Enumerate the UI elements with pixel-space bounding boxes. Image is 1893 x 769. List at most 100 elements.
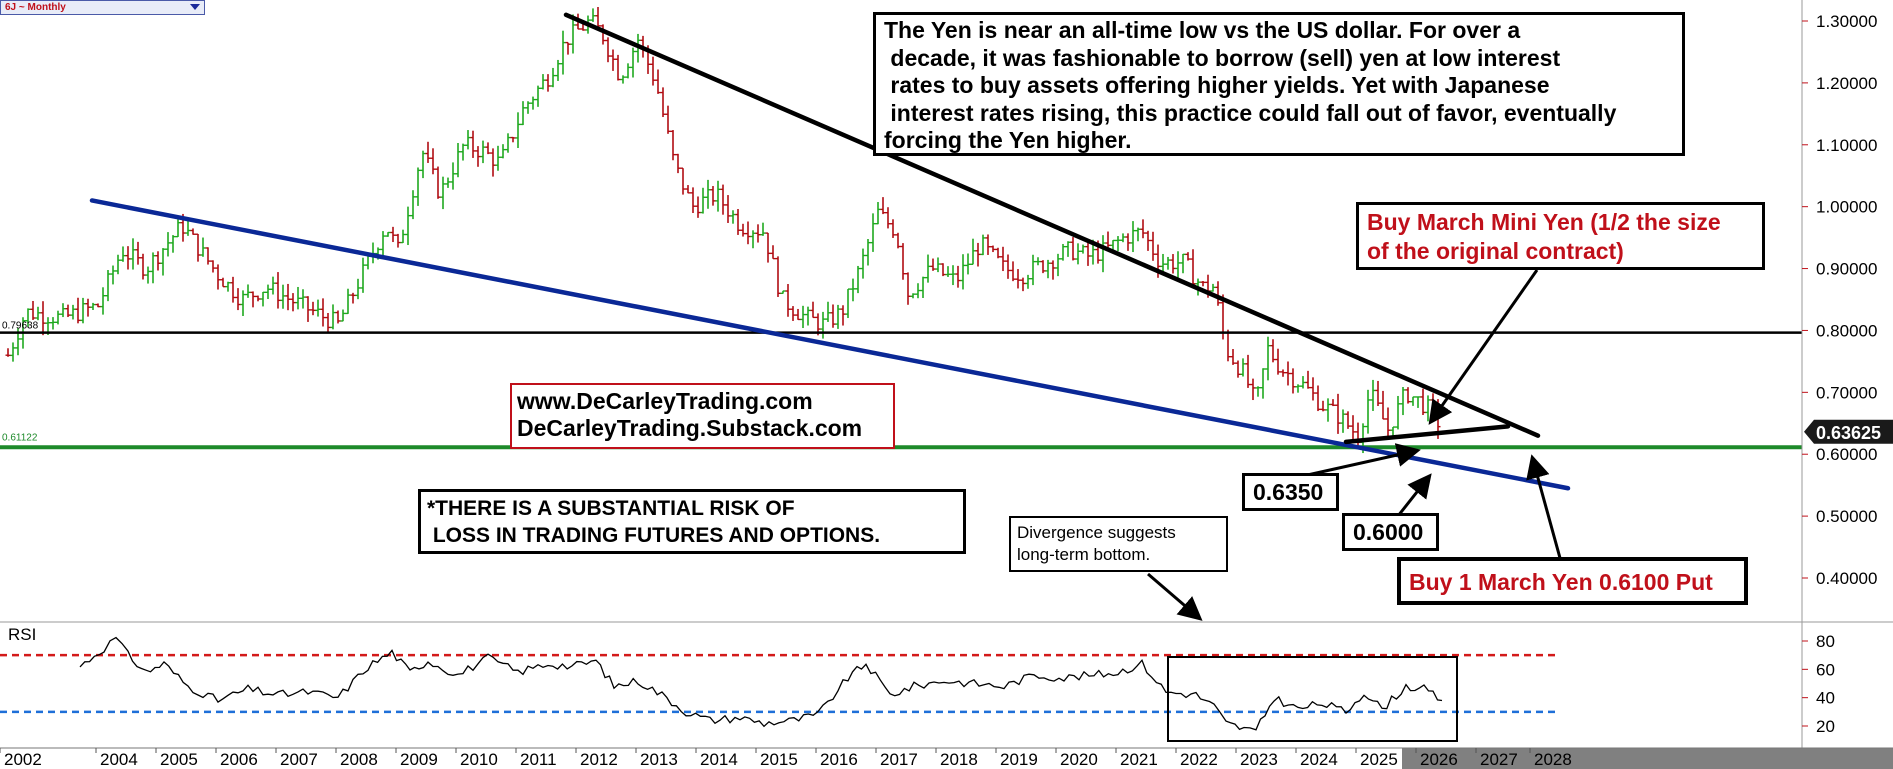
ohlc-bar bbox=[1040, 260, 1046, 274]
ohlc-bar bbox=[145, 266, 151, 284]
ohlc-bar bbox=[1055, 253, 1061, 277]
level-6350-label: 0.6350 bbox=[1242, 473, 1339, 511]
ohlc-bar bbox=[405, 206, 411, 246]
ohlc-bar bbox=[1190, 249, 1196, 285]
ohlc-bar bbox=[760, 222, 766, 236]
symbol-label: 6J ~ Monthly bbox=[5, 2, 66, 13]
ohlc-bar bbox=[120, 246, 126, 262]
ohlc-bar bbox=[1215, 281, 1221, 306]
ohlc-bar bbox=[965, 253, 971, 275]
ohlc-bar bbox=[355, 278, 361, 300]
ohlc-bar bbox=[835, 304, 841, 329]
ohlc-bar bbox=[275, 272, 281, 309]
ohlc-bar bbox=[1075, 243, 1081, 265]
x-tick-label: 2023 bbox=[1240, 750, 1278, 769]
rsi-tick-label: 80 bbox=[1816, 632, 1835, 651]
ohlc-bar bbox=[475, 146, 481, 167]
x-tick-label: 2017 bbox=[880, 750, 918, 769]
x-tick-label: 2007 bbox=[280, 750, 318, 769]
ohlc-bar bbox=[560, 30, 566, 75]
divergence-box bbox=[1167, 656, 1458, 742]
ohlc-bar bbox=[1005, 254, 1011, 279]
ohlc-bar bbox=[780, 290, 786, 295]
chevron-down-icon[interactable] bbox=[190, 4, 200, 10]
ohlc-bar bbox=[360, 257, 366, 293]
x-tick-label: 2025 bbox=[1360, 750, 1398, 769]
ohlc-bar bbox=[225, 281, 231, 292]
ohlc-bar bbox=[715, 180, 721, 212]
ohlc-bar bbox=[230, 276, 236, 303]
ohlc-bar bbox=[990, 245, 996, 253]
ohlc-bar bbox=[930, 258, 936, 271]
ohlc-bar bbox=[10, 342, 16, 362]
ohlc-bar bbox=[400, 229, 406, 244]
x-tick-label: 2024 bbox=[1300, 750, 1338, 769]
ohlc-bar bbox=[685, 185, 691, 194]
rsi-line bbox=[79, 636, 1443, 731]
ohlc-bar bbox=[115, 254, 121, 275]
ohlc-bar bbox=[860, 248, 866, 279]
ohlc-bar bbox=[155, 251, 161, 271]
ohlc-bar bbox=[1310, 377, 1316, 401]
ohlc-bar bbox=[1320, 400, 1326, 412]
ohlc-bar bbox=[1380, 390, 1386, 420]
website-note[interactable]: www.DeCarleyTrading.com DeCarleyTrading.… bbox=[510, 383, 895, 449]
divergence-arrow bbox=[1147, 572, 1203, 621]
ohlc-bar bbox=[260, 291, 266, 307]
ohlc-bar bbox=[1425, 395, 1431, 422]
ohlc-bar bbox=[1175, 251, 1181, 278]
price-tick-label: 0.80000 bbox=[1816, 321, 1877, 340]
ohlc-bar bbox=[125, 246, 131, 270]
ohlc-bar bbox=[1070, 237, 1076, 261]
ohlc-bar bbox=[105, 270, 111, 302]
ohlc-bar bbox=[1245, 354, 1251, 388]
ohlc-bar bbox=[1115, 236, 1121, 252]
ohlc-bar bbox=[1330, 399, 1336, 407]
last-price-label: 0.63625 bbox=[1816, 423, 1881, 443]
ohlc-bar bbox=[705, 179, 711, 209]
x-tick-label: 2015 bbox=[760, 750, 798, 769]
ohlc-bar bbox=[800, 305, 806, 329]
buy-mini-arrow bbox=[1428, 269, 1539, 425]
ohlc-bar bbox=[440, 176, 446, 210]
ohlc-bar bbox=[660, 87, 666, 118]
ohlc-bar bbox=[170, 235, 176, 253]
ohlc-bar bbox=[550, 67, 556, 88]
ohlc-bar bbox=[470, 130, 476, 158]
ohlc-bar bbox=[915, 283, 921, 299]
ohlc-bar bbox=[25, 308, 31, 327]
ohlc-bar bbox=[200, 237, 206, 257]
ohlc-bar bbox=[615, 54, 621, 81]
x-tick-label: 2006 bbox=[220, 750, 258, 769]
ohlc-bar bbox=[250, 291, 256, 308]
ohlc-bar bbox=[765, 232, 771, 263]
ohlc-bar bbox=[425, 141, 431, 163]
ohlc-bar bbox=[1375, 380, 1381, 407]
ohlc-bar bbox=[755, 224, 761, 243]
level-6000-label: 0.6000 bbox=[1342, 513, 1439, 551]
symbol-selector[interactable]: 6J ~ Monthly bbox=[0, 0, 205, 15]
ohlc-bar bbox=[1315, 385, 1321, 412]
ohlc-bar bbox=[465, 130, 471, 150]
ohlc-bar bbox=[935, 257, 941, 273]
last-price-tag bbox=[1804, 419, 1893, 444]
ohlc-bar bbox=[525, 101, 531, 114]
ohlc-bar bbox=[345, 288, 351, 315]
ohlc-bar bbox=[1420, 388, 1426, 416]
ohlc-bar bbox=[175, 219, 181, 238]
ohlc-bar bbox=[540, 74, 546, 90]
ohlc-bar bbox=[820, 311, 826, 339]
ohlc-bar bbox=[210, 260, 216, 273]
ohlc-bar bbox=[310, 301, 316, 316]
ohlc-bar bbox=[5, 348, 11, 357]
x-tick-label: 2026 bbox=[1420, 750, 1458, 769]
ohlc-bar bbox=[995, 247, 1001, 259]
ohlc-bar bbox=[235, 288, 241, 311]
ohlc-bar bbox=[1045, 259, 1051, 279]
price-tick-label: 1.20000 bbox=[1816, 74, 1877, 93]
ohlc-bar bbox=[1395, 395, 1401, 430]
x-tick-label: 2019 bbox=[1000, 750, 1038, 769]
rsi-tick-label: 60 bbox=[1816, 660, 1835, 679]
